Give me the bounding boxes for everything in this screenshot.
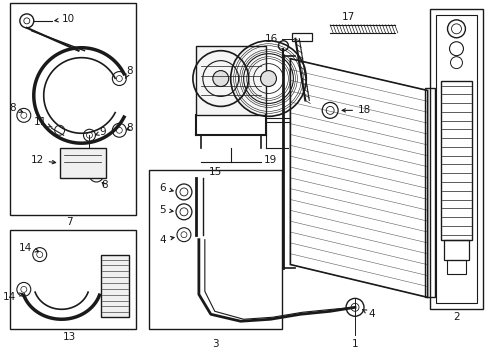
Text: 8: 8 [9,103,23,113]
Bar [196,46,266,115]
Bar [60,148,106,178]
Bar [443,240,469,260]
Circle shape [261,71,276,86]
Bar [10,3,136,215]
Text: 7: 7 [66,217,73,227]
Text: 8: 8 [126,123,133,133]
Text: 10: 10 [55,14,75,24]
Bar [149,170,282,329]
Text: 11: 11 [33,117,52,127]
Text: 8: 8 [125,66,133,78]
Circle shape [213,71,229,86]
Text: 19: 19 [264,155,277,165]
Text: 13: 13 [63,332,76,342]
Text: 14: 14 [19,243,39,253]
Text: 17: 17 [342,12,355,22]
Text: 1: 1 [352,339,358,349]
Text: 12: 12 [30,155,56,165]
Bar [436,15,477,303]
Bar [425,89,435,297]
Bar [293,33,312,41]
Text: 3: 3 [213,339,219,349]
Text: 9: 9 [96,127,106,137]
Text: 4: 4 [363,309,374,319]
Text: 8: 8 [101,180,108,190]
Text: 6: 6 [159,183,173,193]
Text: 16: 16 [265,34,278,44]
Bar [101,255,129,317]
Bar [10,230,136,329]
Text: 2: 2 [453,312,460,322]
Text: 5: 5 [159,205,173,215]
Text: 15: 15 [209,167,222,177]
Text: 18: 18 [342,105,371,115]
Text: 4: 4 [159,235,174,245]
Bar [441,81,472,240]
Bar [430,9,483,309]
Bar [446,260,466,274]
Text: 14: 14 [2,292,23,302]
